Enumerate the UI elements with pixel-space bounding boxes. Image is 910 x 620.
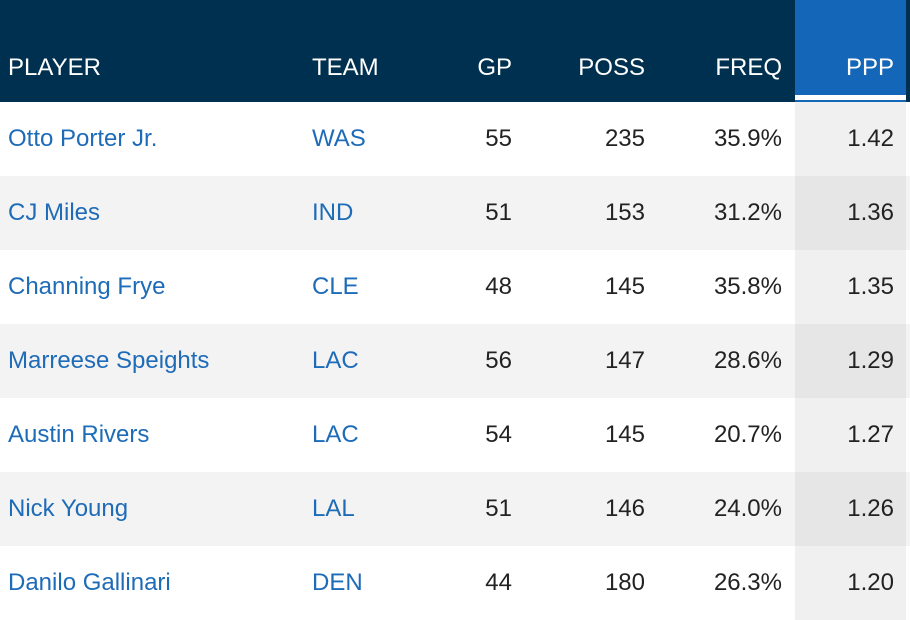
freq-value: 20.7% — [713, 421, 782, 448]
column-header-player[interactable]: PLAYER — [8, 54, 101, 81]
gp-value: 54 — [485, 421, 512, 448]
column-header-freq[interactable]: FREQ — [715, 54, 782, 81]
table-row: Austin Rivers LAC 54 145 20.7% 1.27 — [0, 398, 910, 472]
ppp-value: 1.20 — [795, 546, 906, 620]
player-link[interactable]: Danilo Gallinari — [8, 569, 171, 596]
table-row: Channing Frye CLE 48 145 35.8% 1.35 — [0, 250, 910, 324]
table-row: Marreese Speights LAC 56 147 28.6% 1.29 — [0, 324, 910, 398]
gp-value: 51 — [485, 495, 512, 522]
freq-value: 35.9% — [713, 125, 782, 152]
gp-value: 55 — [485, 125, 512, 152]
freq-value: 35.8% — [713, 273, 782, 300]
column-header-ppp-sorted[interactable]: PPP — [795, 0, 906, 102]
poss-value: 147 — [604, 347, 645, 374]
player-link[interactable]: Nick Young — [8, 495, 129, 522]
table-row: Nick Young LAL 51 146 24.0% 1.26 — [0, 472, 910, 546]
team-link[interactable]: LAL — [312, 495, 355, 522]
gp-value: 56 — [485, 347, 512, 374]
table-header: PLAYER TEAM GP POSS FREQ PPP — [0, 0, 910, 102]
poss-value: 153 — [604, 199, 645, 226]
player-link[interactable]: Austin Rivers — [8, 421, 150, 448]
poss-value: 145 — [604, 421, 645, 448]
gp-value: 48 — [485, 273, 512, 300]
player-link[interactable]: Marreese Speights — [8, 347, 210, 374]
freq-value: 28.6% — [713, 347, 782, 374]
freq-value: 24.0% — [713, 495, 782, 522]
team-link[interactable]: IND — [312, 199, 354, 226]
ppp-value: 1.35 — [795, 250, 906, 324]
player-link[interactable]: Otto Porter Jr. — [8, 125, 158, 152]
freq-value: 26.3% — [713, 569, 782, 596]
ppp-value: 1.29 — [795, 324, 906, 398]
ppp-value: 1.26 — [795, 472, 906, 546]
team-link[interactable]: WAS — [312, 125, 366, 152]
ppp-value: 1.27 — [795, 398, 906, 472]
player-link[interactable]: CJ Miles — [8, 199, 101, 226]
column-header-team[interactable]: TEAM — [312, 54, 379, 81]
table-row: CJ Miles IND 51 153 31.2% 1.36 — [0, 176, 910, 250]
column-header-gp[interactable]: GP — [477, 54, 512, 81]
ppp-value: 1.36 — [795, 176, 906, 250]
player-link[interactable]: Channing Frye — [8, 273, 166, 300]
ppp-value: 1.42 — [795, 102, 906, 176]
poss-value: 235 — [604, 125, 645, 152]
team-link[interactable]: DEN — [312, 569, 363, 596]
poss-value: 180 — [604, 569, 645, 596]
gp-value: 51 — [485, 199, 512, 226]
column-header-poss[interactable]: POSS — [578, 54, 645, 81]
team-link[interactable]: LAC — [312, 347, 359, 374]
team-link[interactable]: CLE — [312, 273, 359, 300]
poss-value: 145 — [604, 273, 645, 300]
team-link[interactable]: LAC — [312, 421, 359, 448]
table-row: Otto Porter Jr. WAS 55 235 35.9% 1.42 — [0, 102, 910, 176]
poss-value: 146 — [604, 495, 645, 522]
table-row: Danilo Gallinari DEN 44 180 26.3% 1.20 — [0, 546, 910, 620]
gp-value: 44 — [485, 569, 512, 596]
freq-value: 31.2% — [713, 199, 782, 226]
